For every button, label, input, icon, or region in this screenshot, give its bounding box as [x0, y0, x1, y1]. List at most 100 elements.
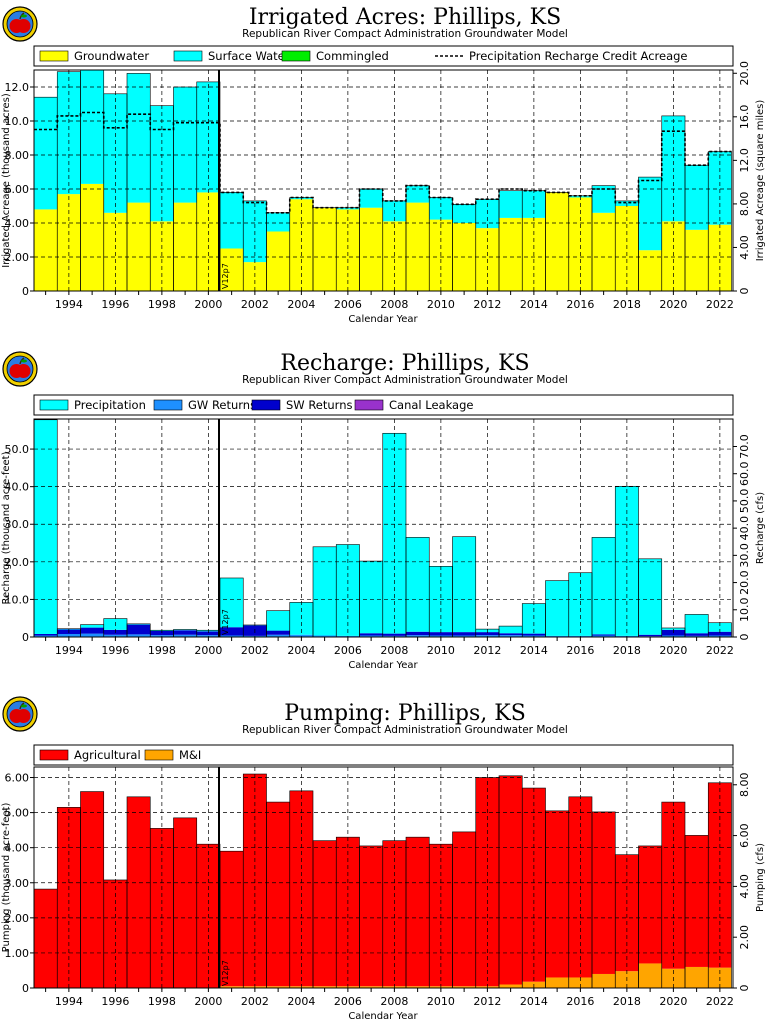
- legend: Agricultural M&I: [33, 744, 734, 766]
- xtick-label: 1998: [148, 644, 176, 657]
- bar-precipitation-2022: [708, 622, 732, 632]
- bar-m-i-2021: [685, 966, 709, 988]
- bar-surface-water-1995: [80, 70, 104, 184]
- apple-logo-icon: [2, 6, 38, 42]
- legend-label-m-i: M&I: [179, 748, 201, 762]
- ytick-label-right: 40.0: [738, 516, 751, 541]
- xtick-label: 2012: [473, 644, 501, 657]
- bar-groundwater-2015: [545, 192, 569, 291]
- chart-subtitle: Republican River Compact Administration …: [242, 28, 568, 40]
- xtick-label: 1994: [55, 298, 83, 311]
- xtick-label: 2012: [473, 298, 501, 311]
- bar-precipitation-2007: [359, 561, 383, 634]
- ytick-label-left: 4.00: [5, 842, 30, 855]
- bar-sw-returns-2010: [429, 632, 453, 636]
- xtick-label: 2002: [241, 995, 269, 1008]
- ytick-label-left: 0: [22, 982, 29, 995]
- ytick-label-left: 6.00: [5, 183, 30, 196]
- bar-agricultural-2014: [522, 788, 546, 982]
- bar-agricultural-1997: [127, 796, 151, 988]
- xtick-label: 2008: [380, 644, 408, 657]
- line-precipitation-recharge-credit-acreage: [34, 111, 732, 214]
- ytick-label-right: 60.0: [738, 461, 751, 486]
- legend-frame: [33, 744, 734, 766]
- grid: [34, 767, 733, 988]
- bar-gw-returns-2021: [685, 635, 709, 637]
- bars: [34, 419, 732, 637]
- bar-sw-returns-2022: [708, 631, 732, 636]
- bar-sw-returns-2017: [592, 634, 616, 636]
- bar-gw-returns-2013: [499, 635, 523, 637]
- ytick-label-left: 10.0: [5, 593, 30, 606]
- ytick-label-left: 2.00: [5, 251, 30, 264]
- ytick-label-left: 10.0: [5, 115, 30, 128]
- xtick-label: 2016: [566, 298, 594, 311]
- bar-surface-water-2022: [708, 151, 732, 225]
- bar-m-i-2001: [220, 986, 244, 988]
- bar-surface-water-2009: [406, 185, 430, 203]
- bar-surface-water-1996: [103, 93, 127, 213]
- y-axis-label: Irrigated Acreage (thousand acres): [1, 93, 12, 268]
- xtick-label: 1998: [148, 298, 176, 311]
- bar-gw-returns-1994: [57, 633, 81, 637]
- bar-surface-water-1999: [173, 87, 197, 203]
- ytick-label-right: 8.00: [738, 192, 751, 217]
- legend-swatch-sw-returns: [251, 399, 281, 411]
- xtick-label: 2018: [613, 644, 641, 657]
- bar-precipitation-1995: [80, 624, 104, 628]
- bar-agricultural-2006: [336, 837, 360, 987]
- xtick-label: 2022: [706, 995, 734, 1008]
- ytick-label-left: 50.0: [5, 443, 30, 456]
- xtick-label: 2022: [706, 644, 734, 657]
- bar-groundwater-1995: [80, 183, 104, 291]
- xtick-label: 1998: [148, 995, 176, 1008]
- bar-groundwater-2005: [313, 207, 337, 291]
- bar-groundwater-1994: [57, 194, 81, 291]
- ytick-label-right: 4.00: [738, 235, 751, 259]
- bar-m-i-2013: [499, 984, 523, 988]
- bar-sw-returns-2013: [499, 633, 523, 636]
- bar-agricultural-2008: [382, 840, 406, 987]
- bar-groundwater-2003: [266, 231, 290, 291]
- y-axis-label-right: Pumping (cfs): [755, 843, 766, 912]
- bar-groundwater-1998: [150, 221, 174, 291]
- bar-surface-water-1993: [34, 97, 58, 210]
- legend-label-precipitation-recharge-credit-acreage: Precipitation Recharge Credit Acreage: [469, 49, 688, 63]
- bar-groundwater-2016: [568, 197, 592, 291]
- xtick-label: 2010: [427, 298, 455, 311]
- bar-surface-water-2017: [592, 185, 616, 213]
- xtick-label: 2022: [706, 298, 734, 311]
- marker-label: V12p7: [221, 263, 230, 289]
- bar-groundwater-1997: [127, 202, 151, 291]
- bar-sw-returns-1997: [127, 624, 151, 635]
- bar-precipitation-2015: [545, 580, 569, 636]
- apple-right: [16, 709, 31, 723]
- xtick-label: 2020: [659, 644, 687, 657]
- ytick-label-right: 20.0: [738, 570, 751, 595]
- grid: [34, 419, 733, 637]
- bar-surface-water-2010: [429, 197, 453, 220]
- xtick-label: 2010: [427, 644, 455, 657]
- bar-precipitation-1999: [173, 629, 197, 631]
- bar-gw-returns-2003: [266, 634, 290, 637]
- bar-gw-returns-2005: [313, 635, 337, 637]
- bar-surface-water-2013: [499, 190, 523, 218]
- xtick-label: 2016: [566, 644, 594, 657]
- ytick-label-right: 6.00: [738, 823, 751, 848]
- bar-m-i-2007: [359, 986, 383, 988]
- bar-precipitation-2003: [266, 610, 290, 631]
- y-axis-label-right: Recharge (cfs): [755, 492, 766, 564]
- x-axis-label: Calendar Year: [348, 1011, 418, 1022]
- panel-1: Irrigated Acres: Phillips, KSRepublican …: [1, 5, 766, 325]
- apple-leaf: [21, 359, 27, 363]
- xtick-label: 1996: [101, 995, 129, 1008]
- bar-sw-returns-2012: [475, 632, 499, 636]
- bar-sw-returns-2009: [406, 631, 430, 636]
- legend-label-agricultural: Agricultural: [74, 748, 141, 762]
- legend-label-canal-leakage: Canal Leakage: [389, 398, 473, 412]
- xtick-label: 2000: [194, 298, 222, 311]
- bar-groundwater-2019: [638, 250, 662, 291]
- ytick-label-left: 5.00: [5, 807, 30, 820]
- ytick-label-right: 0: [738, 634, 751, 641]
